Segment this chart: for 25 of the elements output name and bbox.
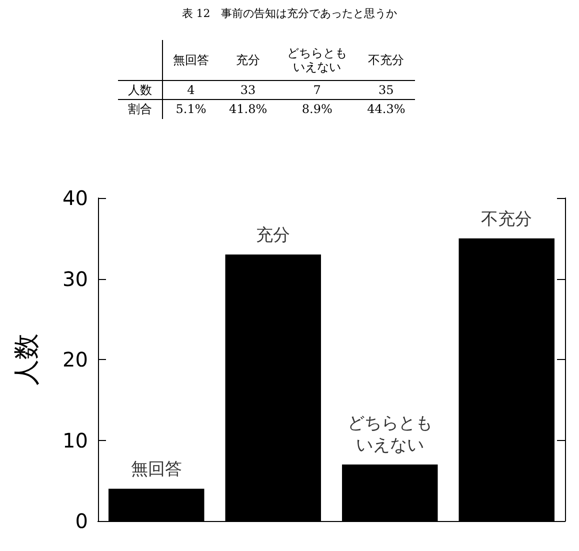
text: 8.9% [300, 101, 334, 118]
text: 5.1% [174, 101, 208, 118]
text: 33 [219, 80, 278, 100]
y-tick-label: 30 [62, 266, 88, 291]
text: 7 [277, 80, 358, 100]
text: 割合 [118, 100, 162, 119]
y-tick-label: 0 [75, 509, 88, 533]
y-axis-title: 人数 [12, 334, 42, 386]
chart-title: 表 12 事前の告知は充分であったと思うか [180, 6, 398, 21]
annotation: 無回答 [130, 460, 182, 480]
annotation: 不充分 [481, 209, 532, 230]
text: 4 [162, 80, 219, 100]
text: 44.3% [366, 101, 406, 118]
text: 41.8% [228, 101, 268, 118]
y-tick-label: 10 [62, 428, 88, 452]
text: 充分 [219, 40, 278, 80]
annotation: 充分 [256, 226, 290, 246]
annotation: どちらともいえない [347, 413, 432, 456]
text: 不充分 [357, 40, 416, 80]
y-tick-label: 40 [62, 186, 88, 210]
text: どちらともいえない [277, 40, 358, 80]
text: 無回答 [162, 40, 219, 80]
text: 35 [357, 80, 416, 100]
text: 人数 [118, 80, 162, 100]
y-tick-label: 20 [62, 348, 88, 372]
